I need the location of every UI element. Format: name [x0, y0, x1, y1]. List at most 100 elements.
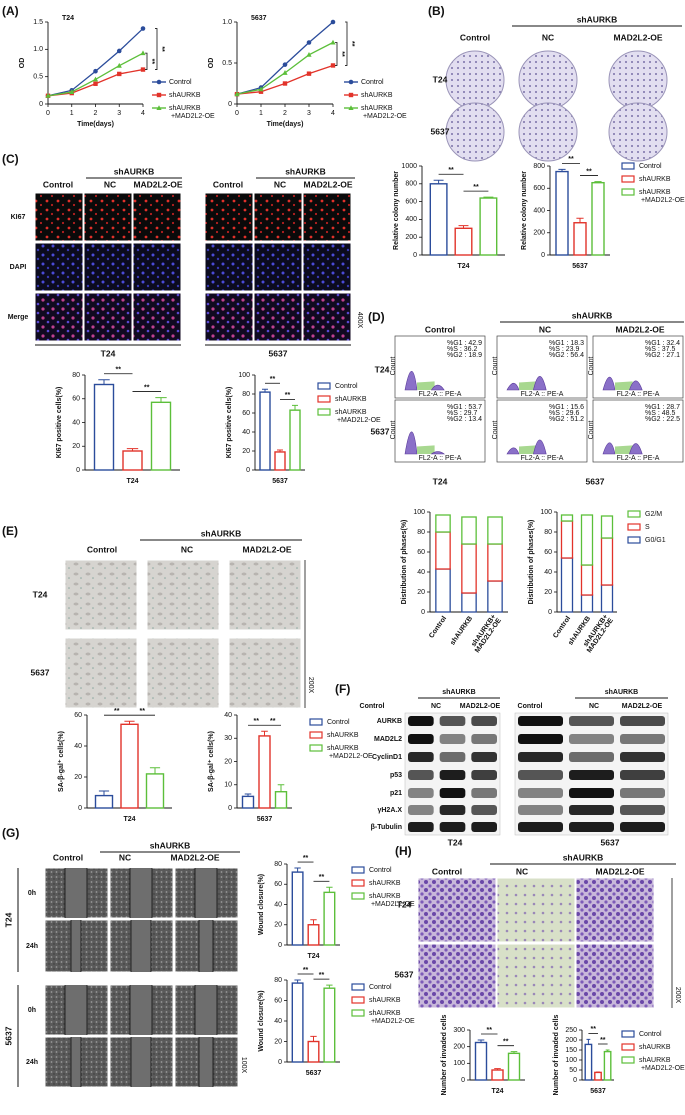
point: [140, 50, 145, 55]
if-image: [84, 293, 132, 341]
group-label: shAURKB: [150, 840, 191, 850]
annotation: **: [600, 1037, 606, 1044]
y-tick-label: 20: [274, 1038, 282, 1045]
legend-swatch: [310, 732, 322, 738]
group-label: Control: [360, 703, 385, 710]
group-label: NC: [516, 866, 528, 876]
group-label: shAURKB: [563, 852, 604, 862]
time-label: 24h: [26, 943, 38, 950]
error-bar: [292, 405, 298, 410]
flow-axis: Count: [390, 357, 397, 376]
flow-stat: %G2 : 27.1: [645, 352, 680, 359]
legend-label: Control: [639, 163, 662, 170]
legend-swatch: [622, 189, 634, 195]
blot-band: [408, 822, 434, 832]
y-tick-label: 60: [72, 396, 80, 403]
bar: [292, 983, 303, 1062]
panel-label: (A): [2, 4, 19, 18]
stain-label: KI67: [11, 214, 26, 221]
bar: [147, 774, 164, 808]
blot-band: [620, 822, 665, 832]
y-tick-label: 60: [274, 997, 282, 1004]
legend-swatch: [628, 511, 640, 517]
y-tick-label: 1.5: [33, 19, 43, 26]
annotation: **: [348, 41, 355, 47]
blot-band: [408, 788, 434, 798]
flow-axis: FL2-A :: PE-A: [419, 455, 462, 462]
annotation: **: [144, 384, 150, 391]
group-label: Control: [43, 179, 73, 189]
y-tick-label: 0: [39, 101, 43, 108]
dish-image: [446, 103, 504, 161]
blot-band: [408, 716, 434, 726]
flow-axis: Count: [492, 421, 499, 440]
bar: [509, 1053, 520, 1080]
annotation: **: [487, 1027, 493, 1034]
error-bar: [310, 1036, 316, 1041]
wound-gap: [130, 985, 152, 1035]
blot-band: [471, 788, 497, 798]
bar: [292, 872, 303, 945]
y-tick-label: 60: [274, 881, 282, 888]
protein-label: β-Tubulin: [371, 824, 402, 831]
group-label: shAURKB: [577, 14, 618, 24]
cell-label: 5637: [3, 1026, 13, 1045]
x-tick-label: 1: [259, 110, 263, 117]
y-tick-label: 0: [461, 1077, 465, 1084]
bar: [243, 796, 254, 808]
y-tick-label: 60: [74, 712, 82, 719]
y-tick-label: 800: [405, 181, 417, 188]
group-label: shAURKB: [442, 689, 475, 696]
annotation: **: [116, 367, 122, 374]
y-tick-label: 50: [569, 1067, 577, 1074]
invasion-image: [576, 944, 654, 1008]
y-tick-label: 20: [274, 922, 282, 929]
y-tick-label: 200: [533, 230, 545, 237]
blot-band: [569, 805, 614, 815]
x-tick-label: T24: [457, 263, 469, 270]
bar-segment: [602, 538, 613, 585]
point: [93, 69, 98, 74]
wound-gap: [199, 920, 213, 972]
y-tick-label: 100: [540, 509, 552, 516]
cell-label: T24: [433, 74, 448, 84]
y-tick-label: 0: [413, 252, 417, 259]
if-image: [205, 193, 253, 241]
if-image: [133, 293, 181, 341]
stain-label: DAPI: [10, 264, 27, 271]
y-tick-label: 600: [405, 198, 417, 205]
bar-segment: [436, 515, 450, 532]
panel-label: (D): [368, 310, 385, 324]
wound-gap: [71, 1037, 81, 1087]
flow-stat: %G2 : 18.9: [447, 352, 482, 359]
y-tick-label: 20: [72, 443, 80, 450]
panel-label: (E): [2, 524, 18, 538]
invasion-image: [418, 878, 496, 942]
legend-label: shAURKB: [369, 880, 401, 887]
blot-band: [440, 734, 466, 744]
sa-image: [65, 560, 137, 630]
x-tick-label: T24: [123, 816, 135, 823]
group-label: MAD2L2-OE: [613, 32, 662, 42]
bar: [480, 198, 497, 255]
bar: [455, 228, 472, 255]
dish-image: [609, 103, 667, 161]
annotation: **: [503, 1039, 509, 1046]
group-label: shAURKB: [605, 689, 638, 696]
if-image: [133, 193, 181, 241]
y-tick-label: 0: [228, 805, 232, 812]
y-tick-label: 40: [274, 901, 282, 908]
x-tick-label: T24: [491, 1088, 503, 1095]
flow-axis: FL2-A :: PE-A: [521, 391, 564, 398]
sa-image: [229, 638, 301, 708]
y-tick-label: 150: [565, 1047, 577, 1054]
legend-label: shAURKB: [361, 92, 393, 99]
legend-label: shAURKB: [327, 732, 359, 739]
bar-segment: [488, 581, 502, 612]
blot-band: [569, 752, 614, 762]
y-axis-label: Relative colony number: [521, 171, 528, 250]
invasion-image: [576, 878, 654, 942]
y-tick-label: 0.5: [33, 74, 43, 81]
point: [117, 72, 121, 76]
